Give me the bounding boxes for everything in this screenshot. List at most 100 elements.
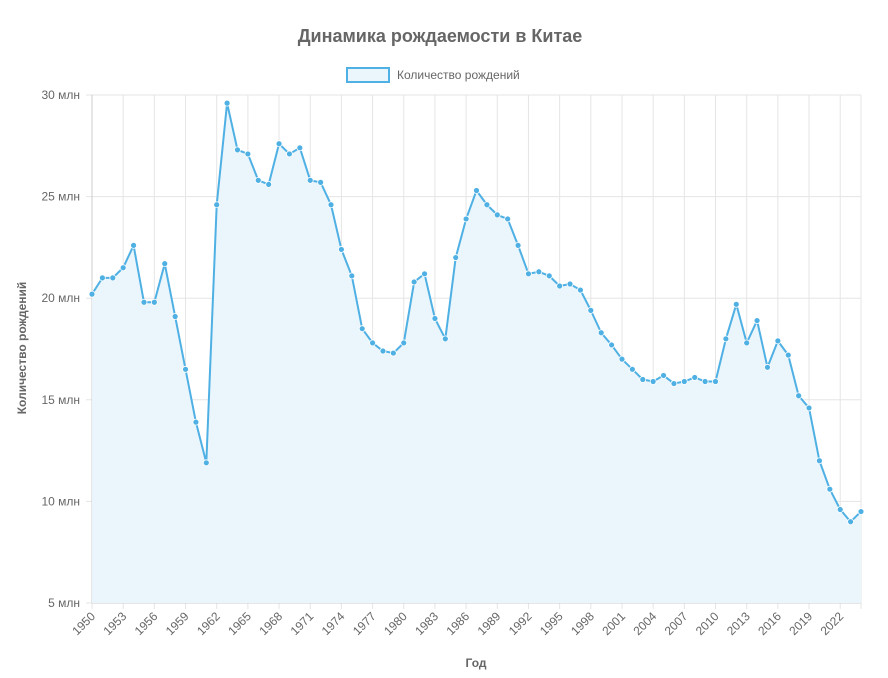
data-point[interactable] xyxy=(410,278,418,286)
x-tick-label: 1989 xyxy=(475,609,504,638)
data-point[interactable] xyxy=(213,201,221,209)
data-point[interactable] xyxy=(462,215,470,223)
data-point[interactable] xyxy=(379,347,387,355)
data-point[interactable] xyxy=(473,187,480,194)
x-tick-label: 2013 xyxy=(724,609,753,638)
data-point[interactable] xyxy=(857,508,865,515)
data-point[interactable] xyxy=(566,280,574,288)
x-tick-label: 2001 xyxy=(599,609,628,638)
data-point[interactable] xyxy=(525,270,532,278)
data-point[interactable] xyxy=(223,99,231,107)
data-point[interactable] xyxy=(680,378,688,385)
data-point[interactable] xyxy=(202,459,210,467)
data-point[interactable] xyxy=(628,365,636,373)
data-point[interactable] xyxy=(701,378,709,385)
y-axis-ticks: 5 млн 10 млн 15 млн 20 млн 25 млн 30 млн xyxy=(41,88,80,610)
data-point[interactable] xyxy=(587,306,595,314)
data-point[interactable] xyxy=(98,274,106,282)
data-point[interactable] xyxy=(784,351,792,359)
data-point[interactable] xyxy=(306,176,314,184)
data-point[interactable] xyxy=(348,272,356,280)
series-points xyxy=(88,99,865,526)
x-tick-label: 1995 xyxy=(537,609,566,638)
data-point[interactable] xyxy=(795,392,803,400)
data-point[interactable] xyxy=(88,290,96,298)
data-point[interactable] xyxy=(514,241,522,249)
data-point[interactable] xyxy=(389,349,397,357)
data-point[interactable] xyxy=(608,341,615,349)
legend-swatch xyxy=(346,67,390,83)
data-point[interactable] xyxy=(161,260,169,268)
data-point[interactable] xyxy=(504,215,512,223)
data-point[interactable] xyxy=(119,264,127,272)
x-tick-label: 1977 xyxy=(350,609,379,638)
x-tick-label: 1974 xyxy=(319,609,348,638)
data-point[interactable] xyxy=(130,241,137,249)
legend-label: Количество рождений xyxy=(397,68,520,82)
data-point[interactable] xyxy=(431,315,439,322)
data-point[interactable] xyxy=(192,418,200,426)
data-point[interactable] xyxy=(421,270,428,278)
x-tick-label: 1956 xyxy=(132,609,161,638)
data-point[interactable] xyxy=(140,298,148,306)
x-tick-label: 1968 xyxy=(256,609,285,638)
data-point[interactable] xyxy=(639,376,647,383)
data-point[interactable] xyxy=(712,378,719,385)
data-point[interactable] xyxy=(722,335,730,343)
data-point[interactable] xyxy=(670,380,678,387)
data-point[interactable] xyxy=(535,268,543,276)
x-tick-label: 1971 xyxy=(288,609,317,638)
data-point[interactable] xyxy=(400,339,408,347)
x-axis-ticks: 1950 1953 1956 1959 1962 1965 1968 1971 1974 1977… xyxy=(69,609,846,638)
data-point[interactable] xyxy=(597,329,605,337)
data-point[interactable] xyxy=(286,150,293,158)
data-point[interactable] xyxy=(150,298,158,306)
data-point[interactable] xyxy=(847,518,855,526)
data-point[interactable] xyxy=(764,363,771,371)
data-point[interactable] xyxy=(275,140,283,148)
data-point[interactable] xyxy=(171,313,179,320)
chart-title: Динамика рождаемости в Китае xyxy=(298,26,583,46)
data-point[interactable] xyxy=(254,176,262,184)
data-point[interactable] xyxy=(244,150,252,158)
data-point[interactable] xyxy=(649,378,657,385)
data-point[interactable] xyxy=(743,339,751,347)
data-point[interactable] xyxy=(483,201,491,209)
data-point[interactable] xyxy=(327,201,335,209)
data-point[interactable] xyxy=(826,485,834,493)
x-tick-label: 1950 xyxy=(69,609,98,638)
legend[interactable]: Количество рождений xyxy=(346,67,520,83)
data-point[interactable] xyxy=(545,272,553,280)
data-point[interactable] xyxy=(265,181,273,188)
x-tick-label: 2010 xyxy=(693,609,722,638)
x-tick-label: 1998 xyxy=(568,609,597,638)
data-point[interactable] xyxy=(753,317,761,324)
data-point[interactable] xyxy=(358,325,366,333)
y-tick-label: 10 млн xyxy=(41,494,80,508)
data-point[interactable] xyxy=(732,300,740,308)
data-point[interactable] xyxy=(296,144,304,152)
data-point[interactable] xyxy=(556,282,564,290)
x-tick-label: 1965 xyxy=(225,609,254,638)
x-tick-label: 1953 xyxy=(101,609,130,638)
data-point[interactable] xyxy=(618,355,626,363)
data-point[interactable] xyxy=(805,404,813,412)
data-point[interactable] xyxy=(338,246,345,253)
data-point[interactable] xyxy=(369,339,376,347)
data-point[interactable] xyxy=(774,337,782,345)
data-point[interactable] xyxy=(660,372,667,379)
data-point[interactable] xyxy=(493,211,501,219)
data-point[interactable] xyxy=(452,254,460,261)
x-tick-label: 2007 xyxy=(662,609,691,638)
y-tick-label: 25 млн xyxy=(41,190,80,204)
data-point[interactable] xyxy=(577,286,584,294)
data-point[interactable] xyxy=(836,506,844,513)
data-point[interactable] xyxy=(816,457,823,465)
data-point[interactable] xyxy=(691,374,699,381)
data-point[interactable] xyxy=(182,365,189,373)
data-point[interactable] xyxy=(317,178,325,186)
x-tick-label: 1986 xyxy=(443,609,472,638)
data-point[interactable] xyxy=(234,146,241,154)
data-point[interactable] xyxy=(109,274,117,282)
data-point[interactable] xyxy=(441,335,449,343)
